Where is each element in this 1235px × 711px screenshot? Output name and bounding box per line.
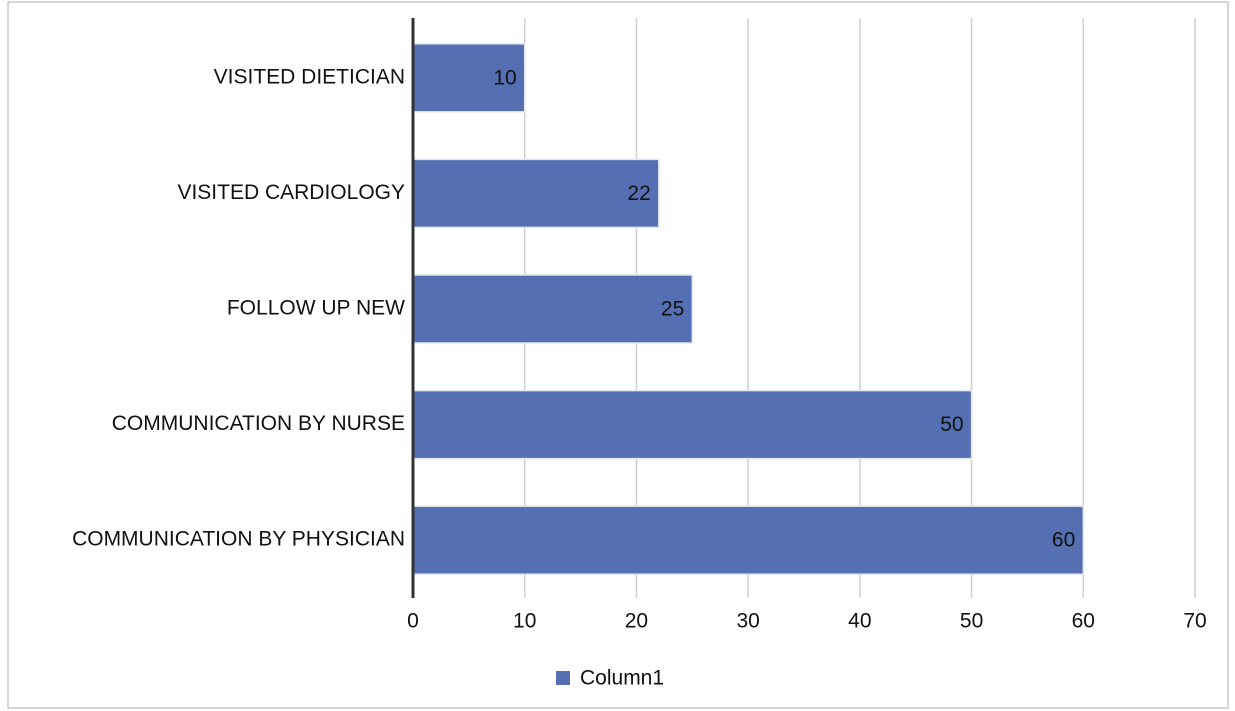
y-tick-label: COMMUNICATION BY NURSE [112, 412, 405, 435]
data-label: 25 [661, 298, 684, 321]
y-tick-label: FOLLOW UP NEW [227, 297, 405, 320]
x-tick-label: 30 [736, 610, 759, 633]
data-label: 60 [1052, 529, 1075, 552]
data-label: 10 [493, 66, 516, 89]
x-tick-label: 40 [848, 610, 871, 633]
y-tick-label: VISITED CARDIOLOGY [177, 181, 405, 204]
x-tick-label: 20 [625, 610, 648, 633]
x-tick-label: 70 [1183, 610, 1206, 633]
x-tick-label: 0 [407, 610, 419, 633]
bar [412, 274, 694, 344]
chart-frame [7, 1, 1229, 709]
x-tick-label: 10 [513, 610, 536, 633]
x-tick-label: 60 [1072, 610, 1095, 633]
legend-label: Column1 [580, 667, 664, 690]
data-label: 50 [940, 413, 963, 436]
x-tick-label: 50 [960, 610, 983, 633]
bar [412, 158, 660, 229]
y-tick-label: COMMUNICATION BY PHYSICIAN [72, 528, 405, 551]
bar [412, 505, 1085, 575]
y-tick-label: VISITED DIETICIAN [214, 65, 405, 88]
legend-swatch [556, 671, 570, 685]
bar [412, 389, 973, 460]
data-label: 22 [627, 182, 650, 205]
